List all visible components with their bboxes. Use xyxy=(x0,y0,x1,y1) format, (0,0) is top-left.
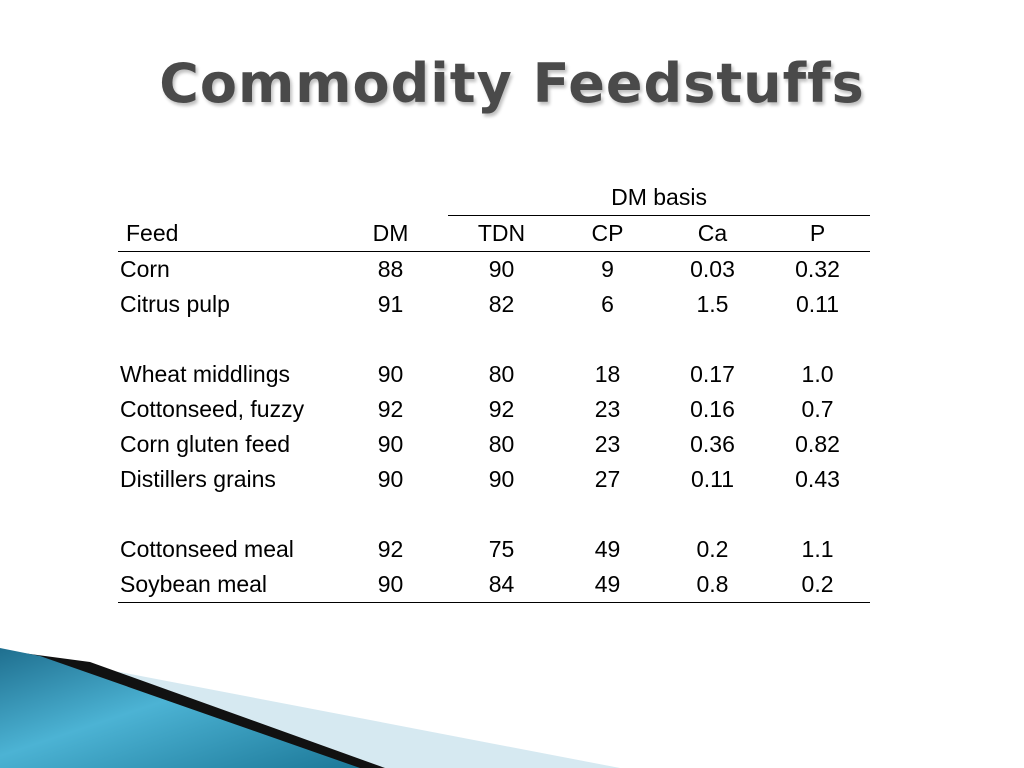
table-row: Distillers grains 90 90 27 0.11 0.43 xyxy=(118,462,870,497)
cell-cp: 9 xyxy=(601,256,614,282)
cell-feed: Distillers grains xyxy=(120,466,276,492)
cell-ca: 0.36 xyxy=(690,431,735,457)
cell-cp: 23 xyxy=(594,396,621,422)
table-row: Citrus pulp 91 82 6 1.5 0.11 xyxy=(118,287,870,322)
cell-dm: 91 xyxy=(377,291,404,317)
cell-p: 0.7 xyxy=(801,396,834,422)
cell-dm: 92 xyxy=(377,536,404,562)
cell-ca: 0.8 xyxy=(660,567,765,603)
cell-p: 1.1 xyxy=(801,536,834,562)
cell-dm: 90 xyxy=(377,431,404,457)
column-header-ca: Ca xyxy=(660,215,765,252)
cell-tdn: 90 xyxy=(488,256,515,282)
cell-ca: 0.16 xyxy=(690,396,735,422)
cell-dm: 88 xyxy=(377,256,404,282)
cell-feed: Soybean meal xyxy=(118,567,333,603)
cell-tdn: 75 xyxy=(488,536,515,562)
cell-dm: 90 xyxy=(377,466,404,492)
cell-p: 0.82 xyxy=(795,431,840,457)
cell-tdn: 90 xyxy=(488,466,515,492)
cell-dm: 90 xyxy=(377,361,404,387)
table-row: Soybean meal 90 84 49 0.8 0.2 xyxy=(118,567,871,603)
spacer-row xyxy=(118,322,870,357)
cell-p: 0.2 xyxy=(765,567,871,603)
spacer-row xyxy=(118,497,870,532)
cell-tdn: 84 xyxy=(448,567,555,603)
cell-p: 0.43 xyxy=(795,466,840,492)
table-row: Cottonseed, fuzzy 92 92 23 0.16 0.7 xyxy=(118,392,870,427)
light-blue-band xyxy=(0,660,620,768)
table-row: Cottonseed meal 92 75 49 0.2 1.1 xyxy=(118,532,870,567)
feed-table: DM basis Feed DM TDN CP Ca P Corn 88 90 9 0.… xyxy=(118,180,871,603)
cell-dm: 90 xyxy=(333,567,448,603)
table-row: Wheat middlings 90 80 18 0.17 1.0 xyxy=(118,357,870,392)
cell-tdn: 92 xyxy=(488,396,515,422)
slide-title: Commodity Feedstuffs xyxy=(159,52,865,115)
cell-tdn: 82 xyxy=(488,291,515,317)
cell-cp: 23 xyxy=(594,431,621,457)
cell-p: 1.0 xyxy=(801,361,834,387)
cell-feed: Cottonseed, fuzzy xyxy=(120,396,305,422)
cell-p: 0.32 xyxy=(795,256,840,282)
cell-cp: 18 xyxy=(594,361,621,387)
cell-feed: Corn xyxy=(120,256,170,282)
cell-ca: 0.17 xyxy=(690,361,735,387)
cell-tdn: 80 xyxy=(488,431,515,457)
cell-ca: 0.11 xyxy=(690,466,735,492)
column-header-feed: Feed xyxy=(118,215,333,252)
group-header-row: DM basis xyxy=(118,180,871,216)
column-header-tdn: TDN xyxy=(448,215,555,252)
column-header-cp: CP xyxy=(555,215,660,252)
cell-p: 0.11 xyxy=(795,291,840,317)
column-header-row: Feed DM TDN CP Ca P xyxy=(118,215,871,252)
dm-basis-header: DM basis xyxy=(448,180,871,216)
table-row: Corn gluten feed 90 80 23 0.36 0.82 xyxy=(118,427,870,462)
black-stripe xyxy=(0,650,385,768)
column-header-p: P xyxy=(765,215,871,252)
cell-cp: 27 xyxy=(594,466,621,492)
cell-cp: 49 xyxy=(594,536,621,562)
cell-feed: Cottonseed meal xyxy=(120,536,294,562)
table-row: Corn 88 90 9 0.03 0.32 xyxy=(118,252,870,288)
cell-dm: 92 xyxy=(377,396,404,422)
cell-cp: 6 xyxy=(601,291,614,317)
cell-cp: 49 xyxy=(555,567,660,603)
cell-feed: Wheat middlings xyxy=(120,361,291,387)
cell-ca: 0.2 xyxy=(696,536,729,562)
teal-wedge xyxy=(0,648,360,768)
cell-ca: 1.5 xyxy=(696,291,729,317)
cell-feed: Citrus pulp xyxy=(120,291,230,317)
cell-ca: 0.03 xyxy=(690,256,735,282)
cell-feed: Corn gluten feed xyxy=(120,431,291,457)
column-header-dm: DM xyxy=(333,215,448,252)
cell-tdn: 80 xyxy=(488,361,515,387)
